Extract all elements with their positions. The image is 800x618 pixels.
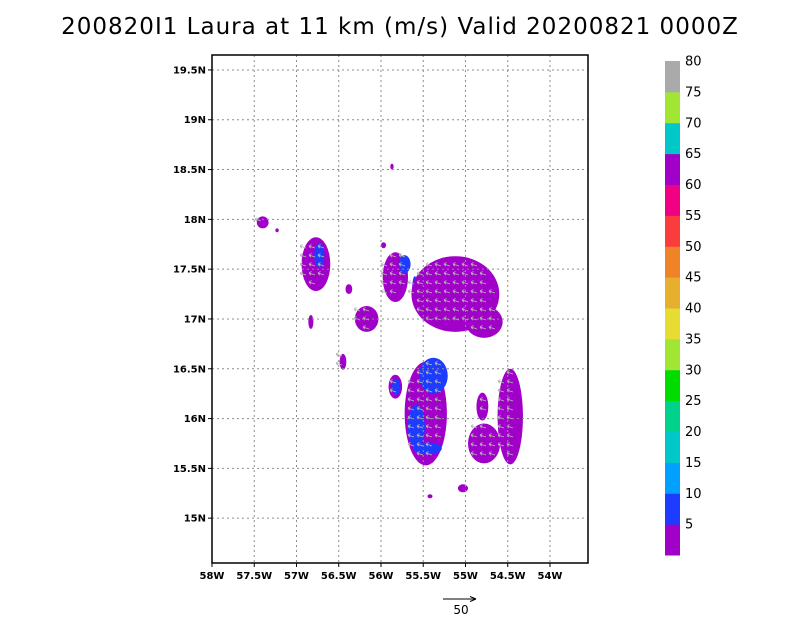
reference-vector: 50	[443, 596, 477, 617]
lat-tick-label-4: 17N	[184, 314, 206, 325]
wind-region-17	[408, 404, 425, 449]
colorbar-swatch-5	[665, 369, 680, 402]
lat-tick-label-9: 19.5N	[173, 65, 206, 76]
colorbar-label-65: 65	[685, 147, 702, 162]
wind-region-9	[390, 163, 394, 170]
colorbar-label-50: 50	[685, 240, 702, 255]
lon-tick-label-3: 56.5W	[321, 571, 357, 582]
colorbar-label-15: 15	[685, 456, 702, 471]
colorbar-swatch-15	[665, 61, 680, 93]
lat-tick-label-7: 18.5N	[173, 165, 206, 176]
colorbar-label-10: 10	[685, 487, 702, 502]
colorbar-label-45: 45	[685, 271, 702, 286]
colorbar: 5 10 15 20 25 30 35 40 45 50 55 60 65 70 75 80	[665, 55, 702, 556]
reference-vector-arrowhead	[469, 596, 477, 602]
colorbar-label-75: 75	[685, 85, 702, 100]
wind-vector-field	[254, 217, 514, 456]
wind-region-24	[457, 484, 469, 493]
colorbar-swatch-9	[665, 246, 680, 278]
wind-region-6	[308, 314, 314, 329]
colorbar-label-80: 80	[685, 55, 702, 70]
colorbar-swatch-0	[665, 524, 680, 556]
wind-region-14	[465, 306, 503, 338]
colorbar-swatch-12	[665, 153, 680, 185]
lat-tick-label-6: 18N	[184, 215, 206, 226]
map-title: 200820I1 Laura at 11 km (m/s) Valid 2020…	[61, 14, 739, 40]
colorbar-swatch-14	[665, 91, 680, 124]
lon-tick-label-2: 57W	[284, 571, 309, 582]
reference-vector-label: 50	[453, 603, 468, 617]
lat-tick-label-0: 15N	[184, 514, 206, 525]
lon-tick-label-6: 55W	[453, 571, 478, 582]
lon-tick-label-0: 58W	[200, 571, 225, 582]
wind-region-4	[345, 284, 353, 295]
wind-region-25	[427, 494, 433, 499]
colorbar-label-5: 5	[685, 518, 693, 533]
lon-tick-label-1: 57.5W	[236, 571, 272, 582]
lat-tick-label-3: 16.5N	[173, 364, 206, 375]
colorbar-label-20: 20	[685, 425, 702, 440]
colorbar-swatch-8	[665, 277, 680, 309]
colorbar-swatch-10	[665, 215, 680, 247]
lon-tick-label-4: 56W	[369, 571, 394, 582]
colorbar-label-40: 40	[685, 302, 702, 317]
colorbar-swatch-4	[665, 400, 680, 432]
lat-tick-label-8: 19N	[184, 115, 206, 126]
colorbar-label-55: 55	[685, 209, 702, 224]
lon-tick-label-5: 55.5W	[405, 571, 441, 582]
latitude-tick-labels: 15N 15.5N 16N 16.5N 17N 17.5N 18N 18.5N 19N 19.5N	[173, 65, 212, 525]
colorbar-label-30: 30	[685, 363, 702, 378]
lon-tick-label-7: 54.5W	[490, 571, 526, 582]
wind-region-0	[256, 216, 269, 229]
colorbar-swatch-6	[665, 338, 680, 371]
colorbar-swatch-1	[665, 493, 680, 525]
colorbar-label-70: 70	[685, 116, 702, 131]
colorbar-swatch-11	[665, 184, 680, 216]
colorbar-swatch-3	[665, 431, 680, 463]
wind-region-22	[468, 423, 501, 464]
lon-tick-label-8: 54W	[538, 571, 563, 582]
wind-region-8	[380, 242, 387, 249]
colorbar-swatch-13	[665, 122, 680, 155]
wind-region-20	[391, 378, 401, 395]
colorbar-swatch-7	[665, 308, 680, 340]
colorbar-swatch-2	[665, 462, 680, 494]
colorbar-label-35: 35	[685, 332, 702, 347]
lat-tick-label-1: 15.5N	[173, 464, 206, 475]
wind-region-21	[497, 368, 523, 465]
colorbar-label-60: 60	[685, 178, 702, 193]
wind-region-2	[301, 237, 331, 292]
lat-lon-grid	[212, 55, 588, 563]
lat-tick-label-5: 17.5N	[173, 265, 206, 276]
wind-region-1	[275, 228, 279, 233]
wind-region-16	[419, 357, 448, 394]
colorbar-label-25: 25	[685, 394, 702, 409]
plot-frame	[211, 54, 589, 564]
lat-tick-label-2: 16N	[184, 414, 206, 425]
longitude-tick-labels: 58W 57.5W 57W 56.5W 56W 55.5W 55W 54.5W 54W	[200, 563, 563, 582]
wind-vectors	[254, 217, 514, 456]
wind-region-7	[339, 353, 347, 370]
